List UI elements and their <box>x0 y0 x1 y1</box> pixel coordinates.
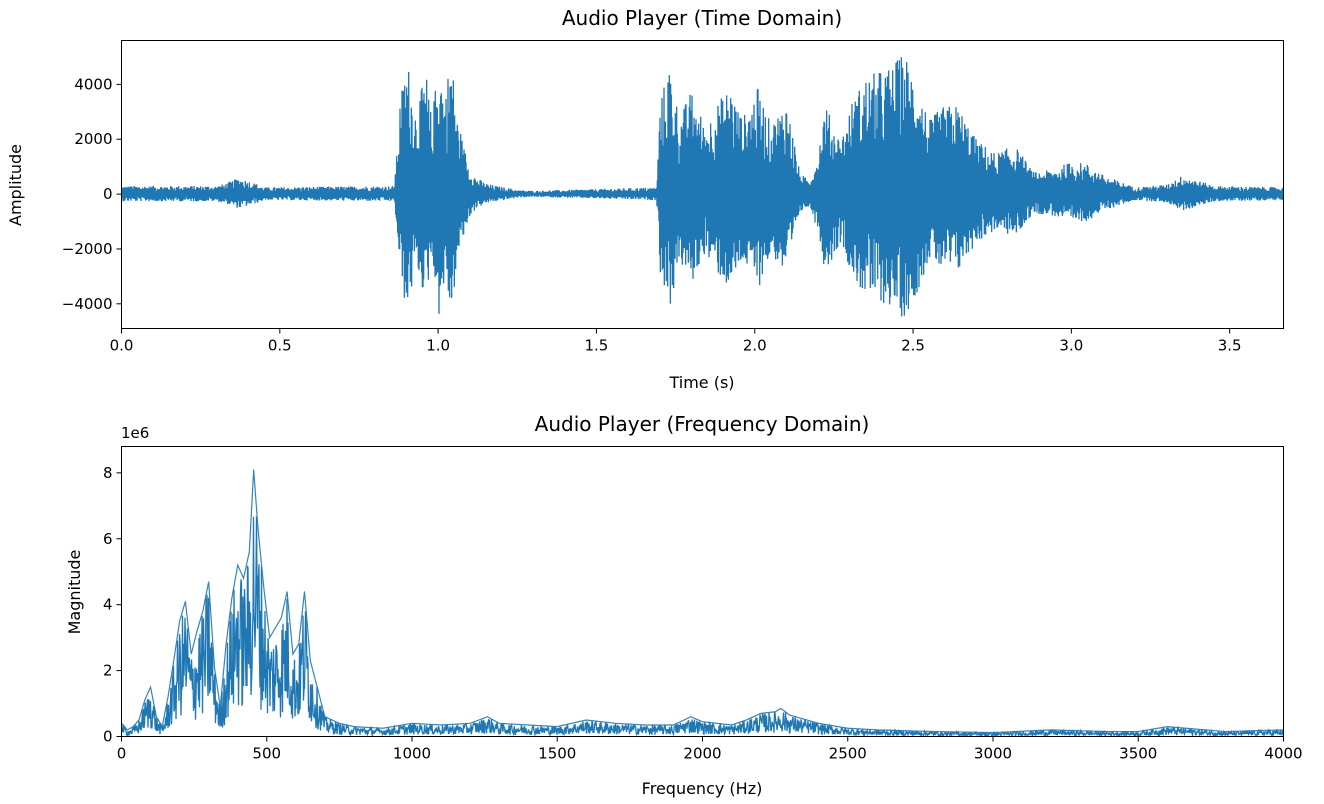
time-domain-ytick-label: −4000 <box>62 295 113 313</box>
time-domain-xtick-label: 0.0 <box>110 337 134 355</box>
time-domain-xtick-label: 1.5 <box>585 337 609 355</box>
frequency-domain-xtick-label: 0 <box>117 745 127 763</box>
frequency-domain-xtick-label: 4000 <box>1264 745 1302 763</box>
frequency-domain-offset-label: 1e6 <box>121 424 149 442</box>
time-domain-ytick-label: 0 <box>103 185 113 203</box>
time-domain-ytick-label: 2000 <box>74 130 112 148</box>
frequency-domain-ticks: 0 500 1000 1500 2000 2500 3000 3500 4000 0 2 4 6 8 <box>103 464 1303 763</box>
time-domain-series-line <box>121 57 1284 317</box>
time-domain-xtick-label: 1.0 <box>426 337 450 355</box>
frequency-domain-ytick-label: 6 <box>103 530 113 548</box>
frequency-domain-xtick-label: 1500 <box>538 745 576 763</box>
time-domain-title: Audio Player (Time Domain) <box>562 6 842 30</box>
time-domain-data-area <box>121 57 1284 317</box>
time-domain-ytick-label: −2000 <box>62 240 113 258</box>
time-domain-ticks: 0.0 0.5 1.0 1.5 2.0 2.5 3.0 3.5 −4000 −2000 0 2000 4… <box>62 75 1242 354</box>
time-domain-plot: Audio Player (Time Domain) 0.0 0.5 1.0 1.5 2… <box>6 6 1284 392</box>
frequency-domain-xtick-label: 2500 <box>829 745 867 763</box>
time-domain-xtick-label: 0.5 <box>268 337 292 355</box>
time-domain-xtick-label: 2.5 <box>901 337 925 355</box>
frequency-domain-xlabel: Frequency (Hz) <box>642 779 763 798</box>
frequency-domain-series-line <box>121 516 1284 737</box>
frequency-domain-xtick-label: 3000 <box>974 745 1012 763</box>
time-domain-axes-frame <box>121 40 1284 329</box>
frequency-domain-title: Audio Player (Frequency Domain) <box>535 412 870 436</box>
time-domain-xtick-label: 3.5 <box>1218 337 1242 355</box>
frequency-domain-data-area <box>121 469 1284 737</box>
frequency-domain-series-envelope <box>121 469 1284 734</box>
frequency-domain-axes-frame <box>121 446 1284 737</box>
frequency-domain-xtick-label: 3500 <box>1119 745 1157 763</box>
time-domain-xtick-label: 2.0 <box>743 337 767 355</box>
frequency-domain-plot: Audio Player (Frequency Domain) 1e6 0 500… <box>65 412 1303 798</box>
frequency-domain-xtick-label: 1000 <box>393 745 431 763</box>
frequency-domain-ytick-label: 4 <box>103 596 113 614</box>
frequency-domain-ytick-label: 0 <box>103 728 113 746</box>
time-domain-ylabel: Amplitude <box>6 144 25 226</box>
frequency-domain-xtick-label: 500 <box>252 745 281 763</box>
time-domain-xlabel: Time (s) <box>668 373 734 392</box>
frequency-domain-ytick-label: 8 <box>103 464 113 482</box>
frequency-domain-xtick-label: 2000 <box>683 745 721 763</box>
frequency-domain-ytick-label: 2 <box>103 662 113 680</box>
frequency-domain-ylabel: Magnitude <box>65 550 84 635</box>
time-domain-xtick-label: 3.0 <box>1059 337 1083 355</box>
time-domain-ytick-label: 4000 <box>74 75 112 93</box>
